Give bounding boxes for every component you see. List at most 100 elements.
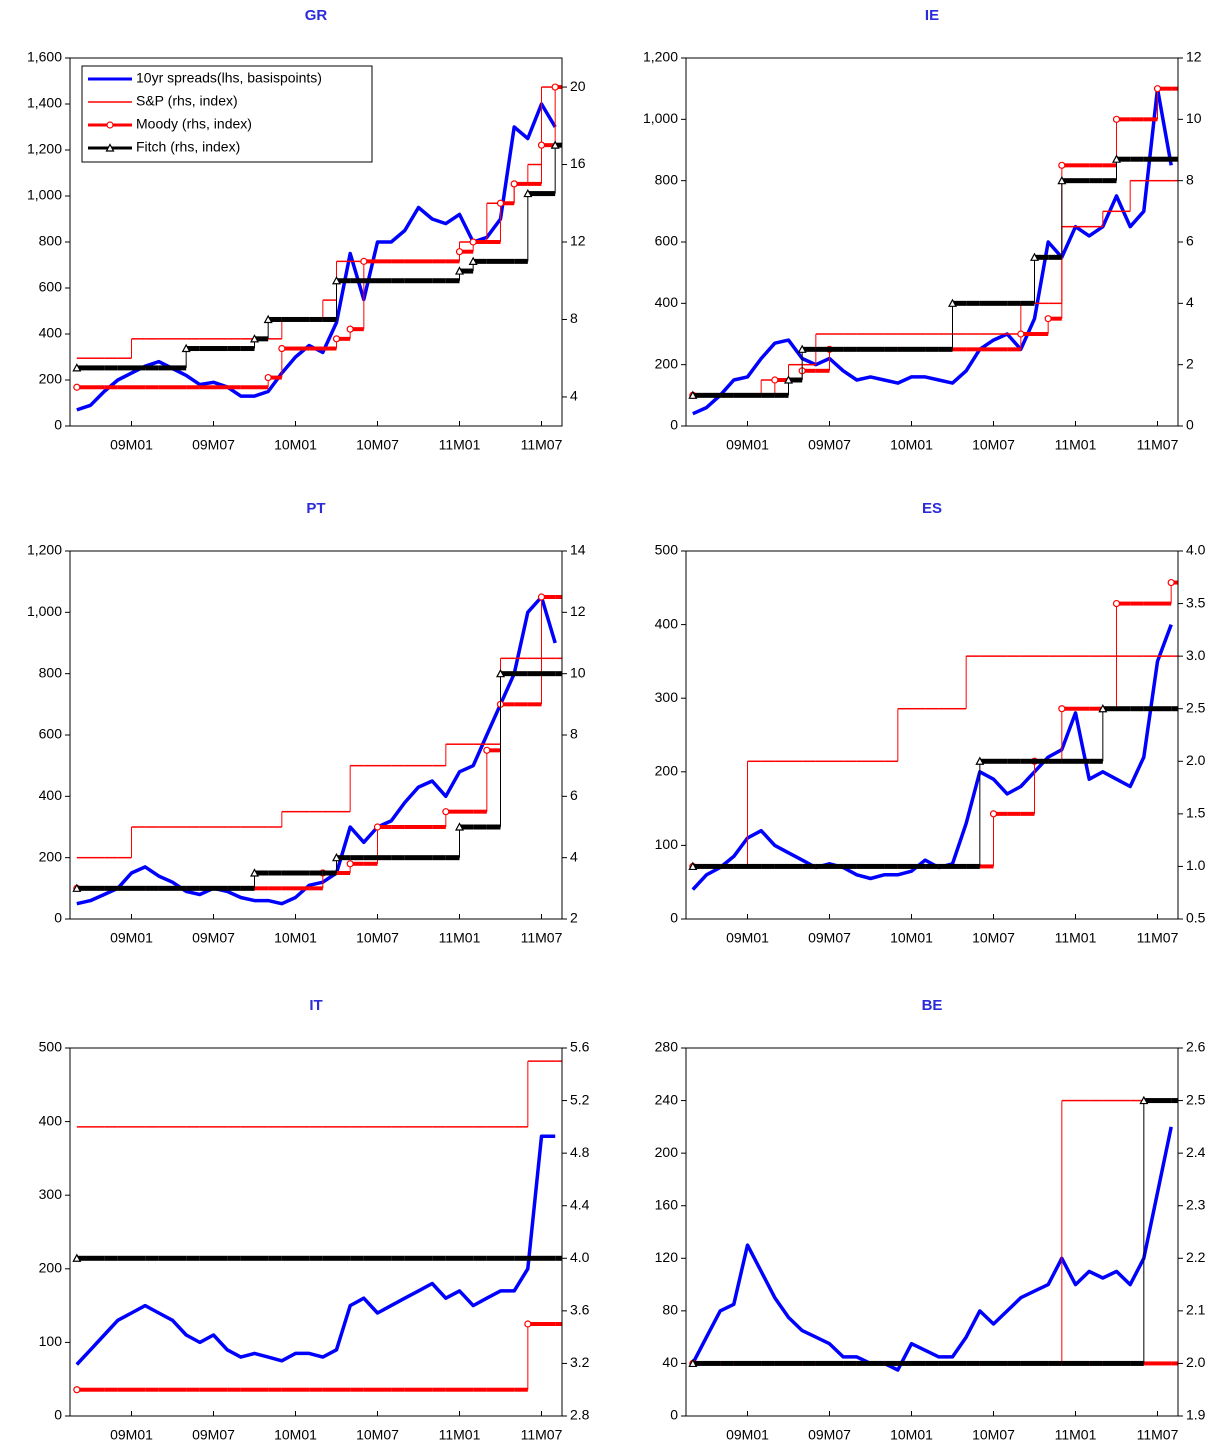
y-tick-label: 1,000 bbox=[643, 110, 678, 126]
marker bbox=[442, 808, 450, 816]
y-tick-label: 0 bbox=[670, 417, 678, 433]
y2-tick-label: 1.9 bbox=[1186, 1407, 1206, 1423]
x-tick-label: 10M01 bbox=[274, 437, 317, 453]
marker bbox=[454, 822, 465, 831]
y-tick-label: 120 bbox=[655, 1249, 679, 1265]
y-tick-label: 800 bbox=[39, 664, 63, 680]
y-tick-label: 1,200 bbox=[27, 141, 62, 157]
marker bbox=[1017, 330, 1025, 338]
y-tick-label: 200 bbox=[655, 1144, 679, 1160]
marker bbox=[537, 593, 546, 601]
y2-tick-label: 2.3 bbox=[1186, 1196, 1206, 1212]
marker bbox=[797, 344, 807, 353]
plot-frame bbox=[69, 550, 563, 920]
marker bbox=[373, 823, 382, 831]
y2-tick-label: 2.5 bbox=[1186, 699, 1206, 715]
y2-tick-label: 4 bbox=[1186, 294, 1194, 310]
x-tick-label: 11M01 bbox=[439, 1427, 481, 1443]
y-tick-label: 1,000 bbox=[27, 187, 62, 203]
marker bbox=[1167, 578, 1175, 587]
legend-label: Moody (rhs, index) bbox=[136, 116, 252, 132]
marker bbox=[263, 314, 273, 324]
x-tick-label: 10M01 bbox=[890, 1427, 933, 1443]
x-tick-label: 10M07 bbox=[972, 437, 1015, 453]
plot bbox=[688, 578, 1178, 891]
marker bbox=[73, 383, 81, 391]
marker bbox=[455, 248, 464, 256]
x-tick-label: 11M01 bbox=[1055, 1427, 1097, 1443]
y-tick-label: 200 bbox=[39, 848, 63, 864]
y-tick-label: 500 bbox=[39, 1039, 63, 1055]
x-tick-label: 09M07 bbox=[192, 437, 235, 453]
marker bbox=[975, 756, 985, 765]
marker bbox=[483, 746, 491, 754]
y2-tick-label: 8 bbox=[570, 310, 578, 326]
x-tick-label: 11M07 bbox=[521, 1427, 563, 1443]
chart-title: PT bbox=[306, 500, 325, 517]
y2-tick-label: 1.5 bbox=[1186, 805, 1206, 821]
y2-tick-label: 5.6 bbox=[570, 1039, 590, 1055]
y-tick-label: 400 bbox=[655, 294, 679, 310]
x-tick-label: 11M07 bbox=[1137, 437, 1179, 453]
y-tick-label: 200 bbox=[655, 355, 679, 371]
marker bbox=[106, 121, 114, 129]
x-tick-label: 09M01 bbox=[726, 1427, 769, 1443]
x-tick-label: 11M01 bbox=[1055, 437, 1097, 453]
x-tick-label: 10M07 bbox=[356, 437, 399, 453]
spread-line bbox=[76, 595, 557, 906]
marker bbox=[331, 275, 342, 285]
y2-tick-label: 4 bbox=[570, 848, 578, 864]
y2-tick-label: 2 bbox=[570, 910, 578, 926]
y-tick-label: 400 bbox=[655, 615, 679, 631]
marker bbox=[783, 375, 794, 384]
marker bbox=[1058, 161, 1066, 169]
y2-tick-label: 6 bbox=[1186, 233, 1194, 249]
x-tick-label: 10M01 bbox=[890, 930, 933, 946]
y-tick-label: 0 bbox=[54, 910, 62, 926]
y2-tick-label: 4.4 bbox=[570, 1196, 590, 1212]
marker bbox=[1058, 705, 1066, 713]
y2-tick-label: 2.2 bbox=[1186, 1249, 1206, 1265]
x-tick-label: 11M07 bbox=[1137, 1427, 1179, 1443]
marker bbox=[771, 376, 779, 384]
y2-tick-label: 5.2 bbox=[570, 1091, 590, 1107]
x-tick-label: 10M07 bbox=[356, 1427, 399, 1443]
chart-title: BE bbox=[922, 997, 943, 1014]
y-tick-label: 160 bbox=[655, 1196, 679, 1212]
marker bbox=[1098, 703, 1108, 713]
y2-tick-label: 2.0 bbox=[1186, 752, 1206, 768]
plot-frame bbox=[685, 1047, 1179, 1417]
y2-tick-label: 14 bbox=[570, 542, 586, 558]
x-tick-label: 09M01 bbox=[110, 930, 153, 946]
x-tick-label: 10M07 bbox=[972, 1427, 1015, 1443]
y2-tick-label: 10 bbox=[1186, 110, 1202, 126]
y-tick-label: 80 bbox=[662, 1302, 678, 1318]
marker bbox=[688, 390, 698, 399]
marker bbox=[360, 257, 368, 265]
marker bbox=[688, 861, 698, 871]
marker bbox=[249, 868, 260, 877]
marker bbox=[72, 883, 82, 892]
y-tick-label: 1,600 bbox=[27, 49, 62, 65]
x-tick-label: 09M07 bbox=[808, 1427, 851, 1443]
y2-tick-label: 2.4 bbox=[1186, 1144, 1206, 1160]
y2-tick-label: 3.2 bbox=[570, 1354, 590, 1370]
marker bbox=[73, 1386, 81, 1394]
y-tick-label: 1,200 bbox=[27, 542, 62, 558]
marker bbox=[1112, 599, 1121, 608]
marker bbox=[1029, 252, 1040, 261]
marker bbox=[496, 199, 505, 207]
y2-tick-label: 2.5 bbox=[1186, 1091, 1206, 1107]
y-tick-label: 200 bbox=[39, 1260, 63, 1276]
chart-title: ES bbox=[922, 500, 942, 517]
marker bbox=[550, 140, 560, 149]
spread-line bbox=[692, 86, 1173, 416]
x-tick-label: 10M01 bbox=[890, 437, 933, 453]
y-tick-label: 200 bbox=[39, 371, 63, 387]
plot bbox=[72, 1060, 562, 1394]
x-tick-label: 09M07 bbox=[192, 930, 235, 946]
y-tick-label: 600 bbox=[655, 233, 679, 249]
marker bbox=[1139, 1095, 1149, 1105]
x-tick-label: 10M07 bbox=[356, 930, 399, 946]
